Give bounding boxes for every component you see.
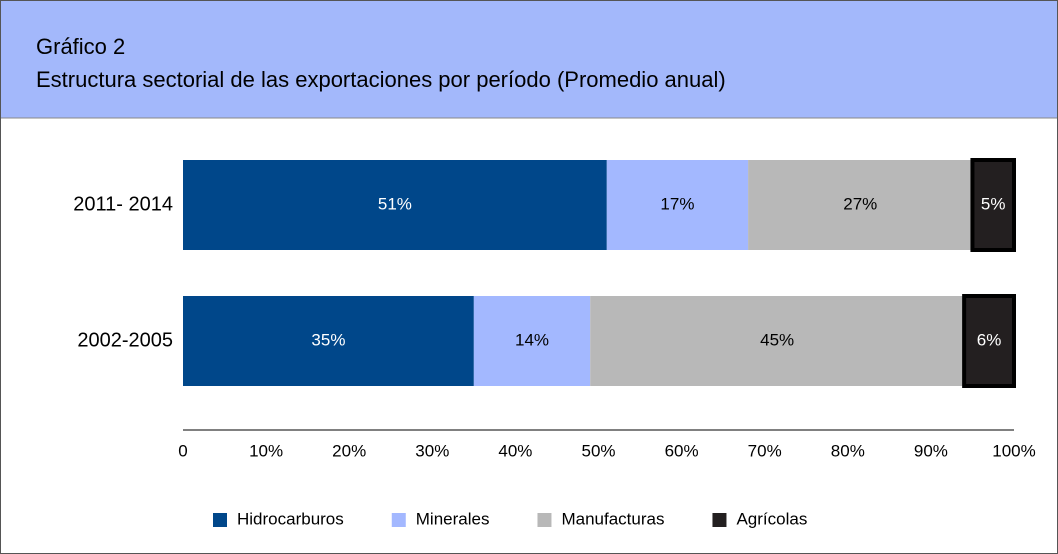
legend-label: Agrícolas [736, 509, 807, 528]
legend-swatch [712, 513, 727, 527]
x-tick-label: 20% [332, 441, 366, 460]
x-tick-label: 40% [498, 441, 532, 460]
bar-segment [473, 296, 591, 386]
x-tick-label: 90% [914, 441, 948, 460]
legend-label: Hidrocarburos [237, 509, 344, 528]
bar-segment [183, 296, 474, 386]
chart-title: Gráfico 2 [36, 34, 125, 59]
bar-segment [606, 160, 749, 250]
value-label: 5% [981, 194, 1006, 213]
value-label: 27% [843, 194, 877, 213]
bar-segment [590, 296, 965, 386]
y-tick-label: 2011- 2014 [73, 193, 173, 215]
x-tick-label: 50% [581, 441, 615, 460]
value-label: 6% [977, 330, 1002, 349]
bar-segment [183, 160, 607, 250]
legend-label: Manufacturas [561, 509, 664, 528]
legend-swatch [213, 513, 227, 527]
value-label: 45% [760, 330, 794, 349]
bar-segment [748, 160, 973, 250]
bar-segment [970, 158, 1017, 252]
value-label: 35% [311, 330, 345, 349]
legend-label: Minerales [416, 509, 490, 528]
x-tick-label: 0 [178, 441, 187, 460]
y-tick-label: 2002-2005 [77, 329, 173, 351]
header-band [1, 1, 1057, 118]
value-label: 17% [660, 194, 694, 213]
x-tick-label: 100% [992, 441, 1035, 460]
value-label: 14% [515, 330, 549, 349]
chart-subtitle: Estructura sectorial de las exportacione… [36, 67, 726, 92]
x-tick-label: 80% [831, 441, 865, 460]
legend-swatch [391, 513, 406, 527]
legend-swatch [537, 513, 552, 527]
x-tick-label: 10% [249, 441, 283, 460]
x-tick-label: 70% [748, 441, 782, 460]
value-label: 51% [378, 194, 412, 213]
x-tick-label: 30% [415, 441, 449, 460]
x-tick-label: 60% [665, 441, 699, 460]
bar-segment [962, 294, 1017, 388]
